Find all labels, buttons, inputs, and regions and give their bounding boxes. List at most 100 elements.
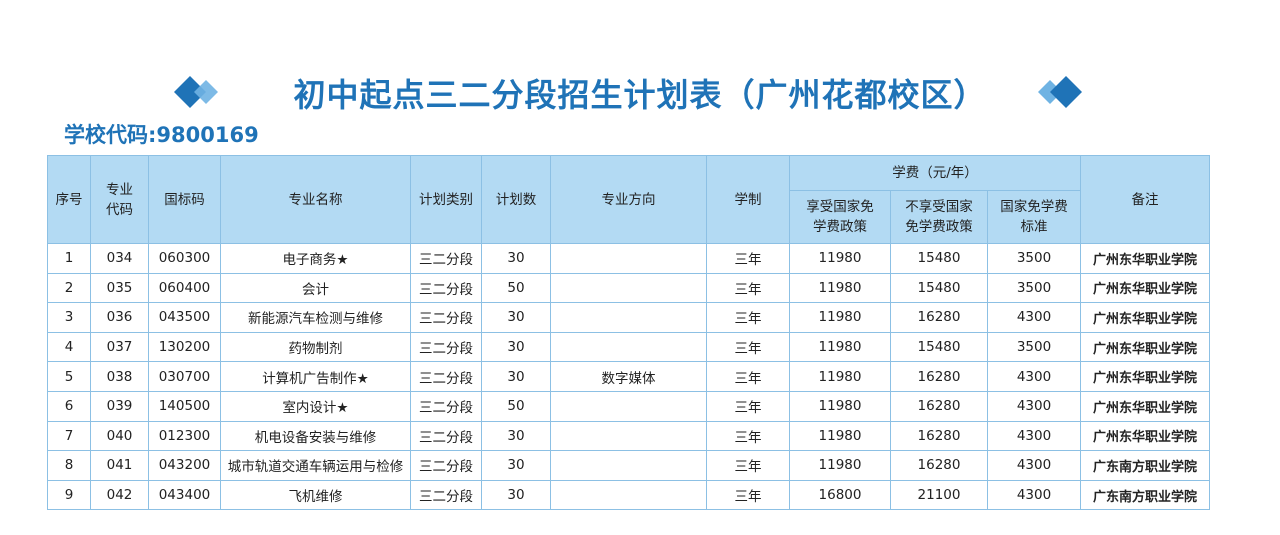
table-cell: 11980: [789, 331, 891, 363]
table-cell: 5: [47, 361, 91, 392]
header-cell: 备注: [1080, 155, 1211, 244]
table-cell: 060400: [148, 272, 221, 304]
table-cell: 15480: [890, 272, 988, 304]
left-diamonds: [174, 76, 218, 108]
table-cell: 三二分段: [410, 361, 482, 392]
table-cell: 三二分段: [410, 390, 482, 422]
header-line: 备注: [1131, 191, 1159, 208]
table-cell: [550, 450, 707, 481]
table-cell: 034: [90, 243, 149, 274]
table-cell: 三二分段: [410, 479, 482, 511]
header-cell: 计划数: [481, 155, 551, 244]
table-cell: 060300: [148, 243, 221, 274]
table-cell: 6: [47, 390, 91, 422]
school-code: 学校代码:9800169: [64, 123, 259, 147]
header-cell: 享受国家免 学费政策: [789, 190, 891, 244]
table-cell: 3: [47, 302, 91, 333]
table-cell: 机电设备安装与维修: [220, 420, 411, 452]
table-cell: 11980: [789, 390, 891, 422]
table-cell: 三年: [706, 479, 790, 511]
table-cell: 三二分段: [410, 243, 482, 274]
header-cell: 计划类别: [410, 155, 482, 244]
table-cell: 15480: [890, 243, 988, 274]
header-line: 计划数: [495, 191, 537, 208]
table-cell: 140500: [148, 390, 221, 422]
table-cell: 4300: [986, 361, 1082, 392]
header-cell: 专业方向: [550, 155, 707, 244]
table-cell: 室内设计★: [220, 390, 411, 422]
table-cell: 2: [47, 272, 91, 304]
header-line: 学制: [734, 191, 762, 208]
table-cell: 数字媒体: [550, 361, 707, 392]
header-cell: 国标码: [148, 155, 221, 244]
table-cell: 三年: [706, 302, 790, 333]
table-cell: 城市轨道交通车辆运用与检修: [220, 450, 411, 481]
table-cell: 8: [47, 450, 91, 481]
table-cell: 三二分段: [410, 331, 482, 363]
table-cell: 16280: [890, 420, 988, 452]
table-cell: 040: [90, 420, 149, 452]
table-cell: 三二分段: [410, 450, 482, 481]
header-line: 序号: [55, 191, 83, 208]
table-cell: 11980: [789, 272, 891, 304]
table-cell: [550, 331, 707, 363]
header-line: 享受国家免: [806, 199, 874, 215]
table-cell: 15480: [890, 331, 988, 363]
table-cell: 7: [47, 420, 91, 452]
table-cell: 三年: [706, 243, 790, 274]
table-cell: 三二分段: [410, 302, 482, 333]
table-cell: 3500: [986, 243, 1082, 274]
table-cell: 043400: [148, 479, 221, 511]
table-cell: 4300: [986, 450, 1082, 481]
header-line: 计划类别: [419, 191, 473, 208]
table-cell: 三年: [706, 361, 790, 392]
table-cell: 4300: [986, 390, 1082, 422]
table-row: 4 037 130200 药物制剂 三二分段 30 三年 11980 15480 3500 广州东华…: [47, 331, 1211, 363]
table-cell: 4300: [986, 479, 1082, 511]
table-row: 6 039 140500 室内设计★ 三二分段 50 三年 11980 16280 4300 广州东…: [47, 390, 1211, 422]
table-cell: 1: [47, 243, 91, 274]
table-cell: 三二分段: [410, 420, 482, 452]
table-cell: [550, 479, 707, 511]
enrollment-table: 序号 专业 代码 国标码 专业名称 计划类别 计划数 专业方向 学制 学费（元/年） 备注 享受国家免…: [47, 155, 1211, 511]
header-cell: 不享受国家 免学费政策: [890, 190, 988, 244]
title: 初中起点三二分段招生计划表（广州花都校区）: [293, 76, 987, 114]
table-cell: 4300: [986, 420, 1082, 452]
header-line: 标准: [1020, 219, 1048, 235]
table-cell: 广州东华职业学院: [1080, 243, 1211, 274]
table-row: 5 038 030700 计算机广告制作★ 三二分段 30 数字媒体 三年 11980 16280…: [47, 361, 1211, 392]
table-cell: 计算机广告制作★: [220, 361, 411, 392]
table-cell: 11980: [789, 361, 891, 392]
table-cell: 30: [481, 420, 551, 452]
table-cell: 3500: [986, 331, 1082, 363]
table-row: 1 034 060300 电子商务★ 三二分段 30 三年 11980 15480 3500 广州东…: [47, 243, 1211, 274]
table-cell: 广州东华职业学院: [1080, 361, 1211, 392]
table-cell: 3500: [986, 272, 1082, 304]
table-cell: 16280: [890, 302, 988, 333]
header-cell: 序号: [47, 155, 91, 244]
header-cell: 专业 代码: [90, 155, 149, 244]
table-cell: 16280: [890, 361, 988, 392]
table-cell: 035: [90, 272, 149, 304]
table-cell: 药物制剂: [220, 331, 411, 363]
table-cell: 广州东华职业学院: [1080, 302, 1211, 333]
table-cell: 16280: [890, 450, 988, 481]
table-cell: 11980: [789, 450, 891, 481]
table-cell: 30: [481, 331, 551, 363]
table-cell: 11980: [789, 243, 891, 274]
table-cell: 030700: [148, 361, 221, 392]
table-cell: 21100: [890, 479, 988, 511]
table-cell: 11980: [789, 302, 891, 333]
table-cell: 30: [481, 479, 551, 511]
table-cell: 三年: [706, 420, 790, 452]
table-cell: [550, 390, 707, 422]
table-cell: 4300: [986, 302, 1082, 333]
header-group: 学费（元/年）: [788, 155, 1082, 191]
table-cell: 043200: [148, 450, 221, 481]
header-line: 专业: [106, 181, 133, 198]
table-cell: 广东南方职业学院: [1080, 479, 1211, 511]
header-cell: 学制: [706, 155, 790, 244]
header-line: 代码: [106, 201, 133, 218]
table-cell: 043500: [148, 302, 221, 333]
